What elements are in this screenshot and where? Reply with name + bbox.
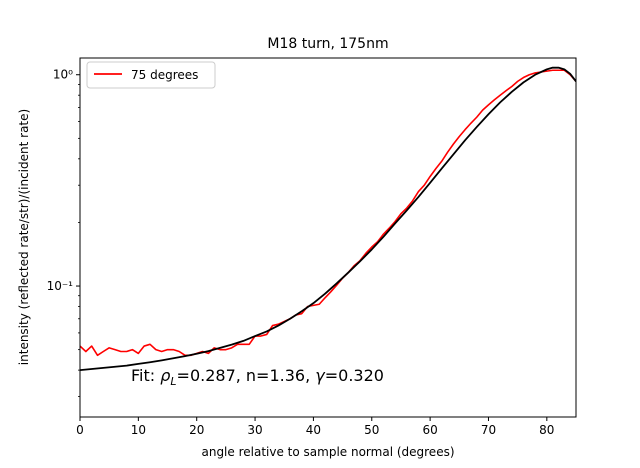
plot-area	[80, 66, 576, 372]
x-tick-label: 40	[306, 423, 321, 437]
fit-annotation-rho-subscript: L	[170, 375, 176, 388]
y-axis-label: intensity (reflected rate/str)/(incident…	[17, 109, 31, 365]
x-tick-label: 60	[422, 423, 437, 437]
x-axis-label: angle relative to sample normal (degrees…	[201, 445, 454, 459]
y-axis: 10⁻¹ 10⁰	[47, 68, 80, 397]
x-tick-label: 80	[539, 423, 554, 437]
fit-annotation-gamma: γ	[315, 366, 326, 385]
fit-annotation-gamma-value: =0.320	[325, 366, 384, 385]
x-tick-label: 30	[247, 423, 262, 437]
x-tick-label: 50	[364, 423, 379, 437]
x-axis: 0 10 20 30 40 50 60 70 80	[76, 417, 554, 437]
legend-box	[86, 61, 216, 89]
series-line-fit	[80, 66, 576, 372]
fit-annotation-rho-value: =0.287, n=1.36,	[177, 366, 316, 385]
x-tick-label: 20	[189, 423, 204, 437]
chart-title: M18 turn, 175nm	[267, 36, 388, 52]
y-tick-label: 10⁰	[53, 68, 73, 82]
legend-label-75-degrees: 75 degrees	[131, 68, 198, 82]
fit-annotation: Fit: ρL=0.287, n=1.36, γ=0.320	[131, 366, 384, 388]
fit-annotation-rho: ρ	[160, 366, 170, 385]
plot-frame	[79, 57, 577, 418]
y-tick-label: 10⁻¹	[47, 279, 74, 293]
x-tick-label: 70	[481, 423, 496, 437]
x-tick-label: 10	[131, 423, 146, 437]
legend: 75 degrees	[86, 61, 216, 89]
x-tick-label: 0	[76, 423, 84, 437]
fit-annotation-prefix: Fit:	[131, 366, 160, 385]
series-line-75-degrees	[80, 69, 576, 357]
